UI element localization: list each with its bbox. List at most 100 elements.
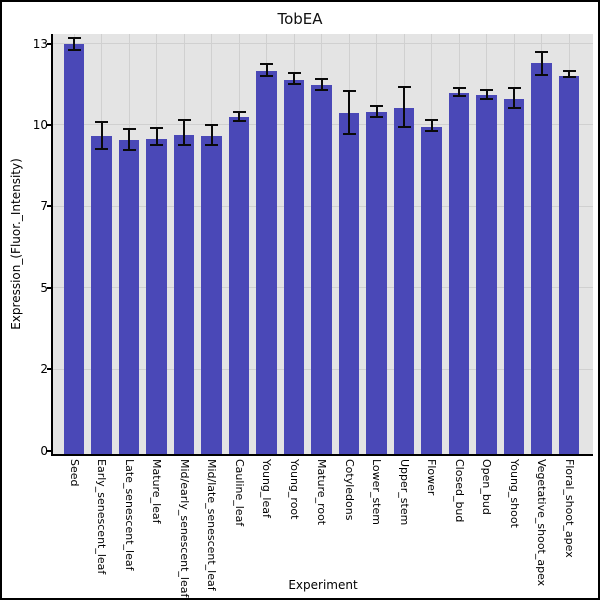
bar bbox=[173, 134, 195, 454]
chart-title: TobEA bbox=[277, 10, 323, 28]
error-bar bbox=[403, 87, 405, 127]
error-bar-cap-top bbox=[177, 119, 191, 122]
error-bar bbox=[513, 88, 515, 109]
error-bar bbox=[485, 89, 488, 99]
error-bar-cap-top bbox=[562, 70, 576, 73]
x-tick-label: Mature_root bbox=[315, 459, 328, 526]
bar bbox=[448, 93, 470, 454]
error-bar-cap-top bbox=[315, 77, 328, 80]
error-bar-cap-bottom bbox=[507, 107, 521, 110]
bar bbox=[476, 94, 497, 454]
x-tick-label: Cauline_leaf bbox=[232, 459, 246, 527]
x-tick-label: Upper_stem bbox=[397, 459, 411, 526]
error-bar-cap-top bbox=[287, 72, 301, 75]
x-tick-label: Floral_shoot_apex bbox=[562, 459, 576, 558]
error-bar-cap-bottom bbox=[150, 144, 163, 147]
error-bar-cap-top bbox=[260, 63, 273, 66]
error-bar-cap-bottom bbox=[535, 74, 548, 77]
error-bar-cap-bottom bbox=[452, 95, 466, 98]
error-bar-cap-bottom bbox=[397, 125, 411, 128]
error-bar-cap-bottom bbox=[315, 88, 328, 91]
error-bar bbox=[73, 37, 75, 51]
error-bar bbox=[458, 88, 460, 97]
y-tick-label: 10 bbox=[32, 117, 48, 132]
error-bar-cap-top bbox=[425, 118, 438, 121]
x-tick-label: Mid/late_senescent_leaf bbox=[205, 459, 218, 591]
error-bar-cap-bottom bbox=[260, 74, 273, 77]
bar bbox=[228, 116, 250, 454]
bar bbox=[118, 140, 140, 454]
x-tick-label: Young_root bbox=[287, 459, 301, 520]
bar bbox=[283, 79, 305, 454]
y-tick-label: 2 bbox=[40, 362, 48, 377]
x-tick-label: Early_senescent_leaf bbox=[95, 459, 108, 575]
error-bar-cap-top bbox=[67, 36, 81, 39]
error-bar bbox=[348, 90, 350, 134]
x-tick-label: Flower bbox=[425, 459, 438, 496]
y-tick-label: 7 bbox=[40, 199, 48, 214]
error-bar bbox=[540, 52, 543, 76]
error-bar-cap-bottom bbox=[95, 147, 108, 150]
y-tick-mark bbox=[47, 286, 51, 289]
error-bar-cap-bottom bbox=[370, 116, 383, 119]
error-bar-cap-bottom bbox=[232, 119, 246, 122]
bar bbox=[531, 63, 552, 454]
error-bar-cap-top bbox=[370, 104, 383, 107]
error-bar-cap-top bbox=[507, 87, 521, 90]
bar bbox=[256, 70, 277, 454]
error-bar bbox=[238, 111, 240, 121]
bar bbox=[393, 108, 415, 454]
y-axis-label: Expression_(Fluor._Intensity) bbox=[9, 158, 23, 330]
bar bbox=[366, 111, 387, 454]
x-tick-label: Vegetative_shoot_apex bbox=[535, 459, 548, 587]
bar bbox=[338, 113, 360, 454]
y-tick-mark bbox=[47, 42, 51, 45]
x-tick-label: Late_senescent_leaf bbox=[122, 459, 136, 571]
x-tick-label: Young_leaf bbox=[260, 459, 273, 518]
x-tick-label: Mature_leaf bbox=[150, 459, 163, 524]
h-gridline bbox=[53, 43, 593, 45]
y-tick-mark bbox=[47, 368, 51, 371]
error-bar-cap-top bbox=[232, 110, 246, 113]
error-bar-cap-top bbox=[95, 120, 108, 123]
y-axis-line bbox=[51, 34, 53, 456]
bar bbox=[91, 135, 112, 454]
error-bar-cap-bottom bbox=[122, 148, 136, 151]
bar bbox=[558, 75, 580, 454]
y-tick-mark bbox=[47, 205, 51, 208]
y-tick-label: 0 bbox=[40, 443, 48, 458]
y-tick-mark bbox=[47, 123, 51, 126]
error-bar bbox=[265, 64, 268, 76]
error-bar-cap-bottom bbox=[177, 144, 191, 146]
error-bar-cap-top bbox=[342, 89, 356, 92]
error-bar-cap-bottom bbox=[480, 98, 493, 100]
x-tick-label: Young_shoot bbox=[507, 459, 521, 528]
error-bar bbox=[155, 128, 158, 146]
error-bar-cap-top bbox=[150, 127, 163, 130]
bar bbox=[503, 99, 525, 454]
x-axis-label: Experiment bbox=[288, 578, 358, 592]
error-bar-cap-top bbox=[480, 88, 493, 91]
y-tick-mark bbox=[47, 449, 51, 452]
error-bar bbox=[568, 71, 570, 78]
bar bbox=[63, 43, 85, 454]
error-bar-cap-bottom bbox=[562, 76, 576, 79]
error-bar bbox=[100, 121, 103, 149]
error-bar-cap-bottom bbox=[67, 49, 81, 52]
x-tick-label: Lower_stem bbox=[370, 459, 383, 525]
x-tick-label: Closed_bud bbox=[452, 459, 466, 523]
x-tick-label: Mid/early_senescent_leaf bbox=[177, 459, 191, 598]
error-bar-cap-top bbox=[535, 51, 548, 54]
error-bar-cap-top bbox=[452, 87, 466, 90]
error-bar-cap-bottom bbox=[205, 143, 218, 146]
error-bar bbox=[128, 128, 130, 150]
error-bar bbox=[293, 73, 295, 84]
error-bar-cap-top bbox=[397, 86, 411, 89]
plot-area bbox=[53, 34, 593, 454]
bar bbox=[201, 135, 222, 454]
error-bar-cap-top bbox=[122, 127, 136, 130]
error-bar bbox=[320, 78, 323, 90]
y-tick-label: 13 bbox=[32, 36, 48, 51]
error-bar-cap-top bbox=[205, 123, 218, 126]
error-bar-cap-bottom bbox=[425, 129, 438, 132]
